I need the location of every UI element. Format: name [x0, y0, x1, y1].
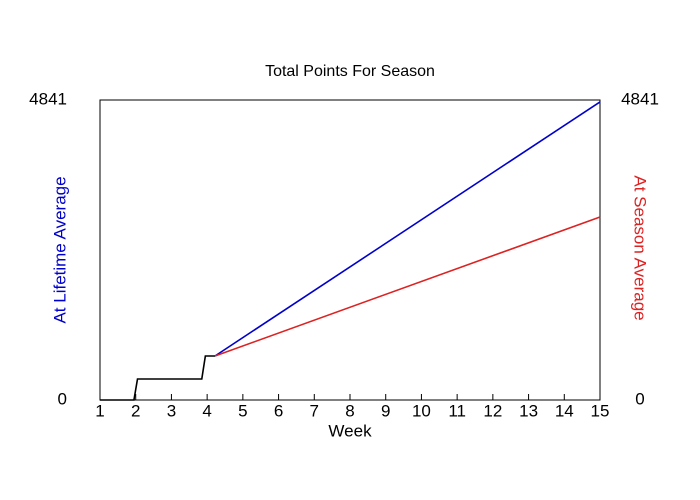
series-line — [214, 216, 601, 357]
x-tick-label: 15 — [591, 401, 610, 420]
y2-tick-label: 4841 — [621, 89, 659, 108]
x-tick-label: 4 — [202, 401, 211, 420]
y2-axis-title: At Season Average — [631, 175, 650, 320]
x-tick-label: 9 — [381, 401, 390, 420]
x-tick-label: 6 — [274, 401, 283, 420]
x-tick-label: 10 — [412, 401, 431, 420]
y-axis-title: At Lifetime Average — [50, 176, 69, 323]
y2-tick-label: 0 — [635, 389, 644, 408]
x-tick-label: 3 — [167, 401, 176, 420]
x-tick-label: 1 — [95, 401, 104, 420]
y-tick-label: 4841 — [29, 89, 67, 108]
x-tick-label: 14 — [555, 401, 574, 420]
x-axis-title: Week — [328, 421, 372, 440]
series-line — [214, 101, 601, 357]
series-line — [100, 355, 215, 401]
x-tick-label: 7 — [310, 401, 319, 420]
x-tick-label: 5 — [238, 401, 247, 420]
x-tick-label: 12 — [483, 401, 502, 420]
x-tick-label: 13 — [519, 401, 538, 420]
x-tick-label: 2 — [131, 401, 140, 420]
chart-title: Total Points For Season — [265, 63, 435, 80]
y-tick-label: 0 — [58, 389, 67, 408]
x-tick-label: 11 — [448, 401, 466, 420]
x-tick-label: 8 — [345, 401, 354, 420]
